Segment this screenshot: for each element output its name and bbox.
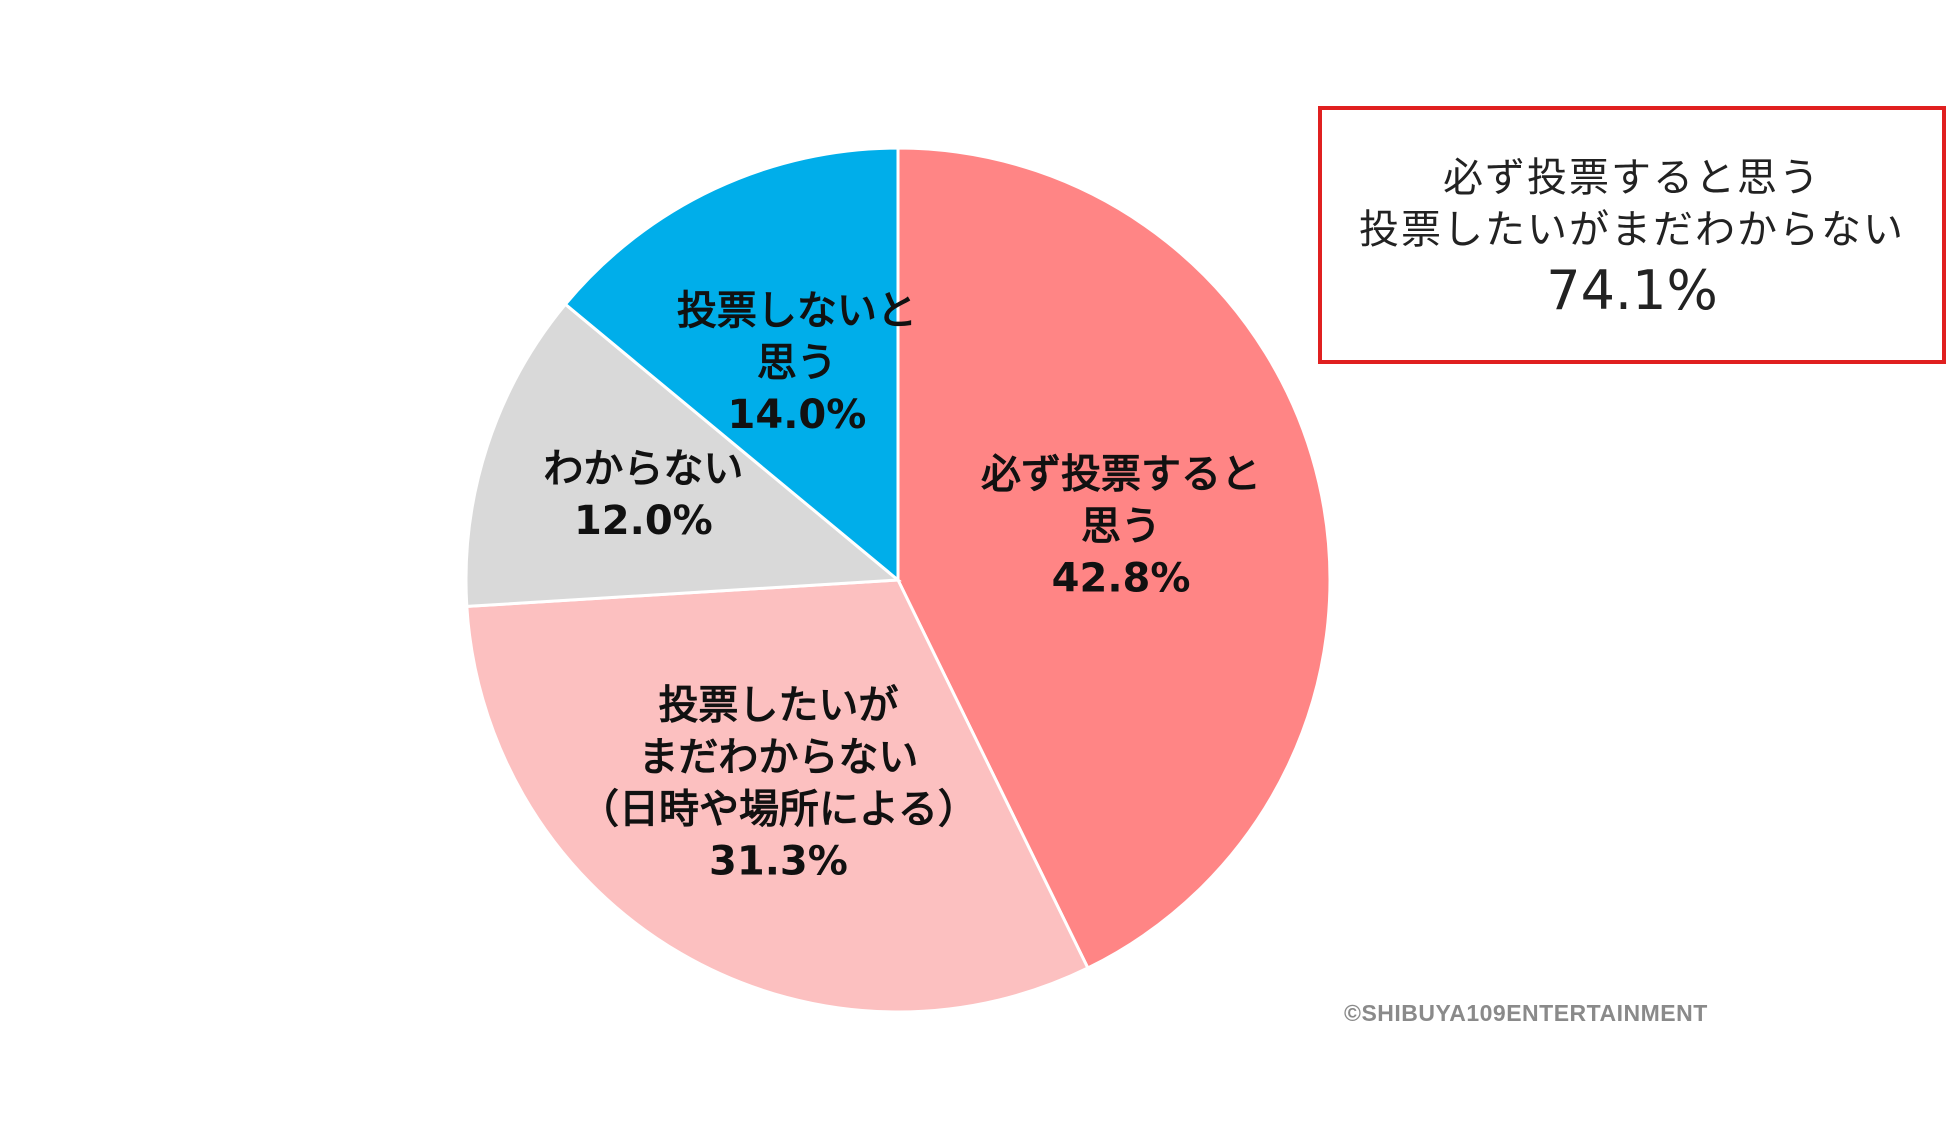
slice-label-0: 必ず投票すると思う 42.8%: [981, 451, 1261, 601]
summary-box: 必ず投票すると思う 投票したいがまだわからない 74.1%: [1318, 106, 1946, 364]
slice-label-line: 思う: [1081, 503, 1161, 549]
slice-value-label: 42.8%: [1052, 555, 1191, 601]
slice-label-line: わからない: [543, 446, 743, 492]
pie-labels: 必ず投票すると思う 42.8%投票したいがまだわからない（日時や場所による） 31.…: [543, 288, 1261, 884]
pie-slices: [464, 146, 1332, 1014]
slice-label-line: 投票しないと: [677, 288, 917, 334]
pie-slice-1: [465, 578, 1090, 1014]
slice-label-line: （日時や場所による）: [579, 786, 978, 832]
slice-value-label: 14.0%: [728, 392, 867, 438]
slice-label-line: 必ず投票すると: [981, 451, 1261, 497]
pie-slice-0: [896, 146, 1332, 971]
slice-label-2: わからない 12.0%: [543, 446, 743, 544]
pie-slice-2: [464, 302, 902, 609]
pie-slice-3: [563, 146, 900, 584]
slice-label-line: まだわからない: [638, 734, 918, 780]
slice-label-1: 投票したいがまだわからない （日時や場所による） 31.3%: [579, 682, 978, 884]
summary-line-2: 投票したいがまだわからない: [1359, 207, 1905, 253]
summary-line-1: 必ず投票すると思う: [1443, 155, 1821, 201]
slice-value-label: 12.0%: [574, 498, 713, 544]
slice-value-label: 31.3%: [709, 838, 848, 884]
summary-value: 74.1%: [1546, 259, 1718, 322]
slice-label-3: 投票しないと思う 14.0%: [677, 288, 917, 438]
slice-label-line: 投票したいが: [658, 682, 898, 728]
slice-label-line: 思う: [757, 340, 837, 386]
copyright-text: ©SHIBUYA109ENTERTAINMENT: [1344, 1000, 1708, 1026]
